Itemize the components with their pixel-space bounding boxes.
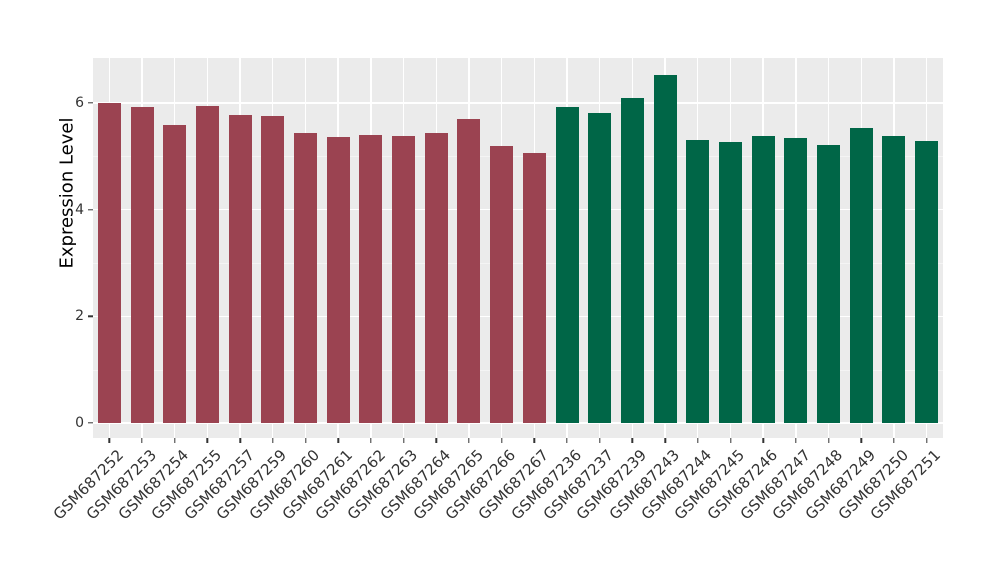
y-tick-mark: [88, 422, 93, 424]
x-tick-mark: [533, 438, 536, 443]
plot-panel: [93, 58, 943, 438]
bar-GSM687246: [751, 136, 775, 423]
gridline-minor: [93, 263, 943, 264]
bar-GSM687252: [97, 103, 121, 423]
y-axis-title: Expression Level: [56, 117, 78, 269]
gridline-minor: [93, 369, 943, 371]
y-tick-label: 4: [75, 201, 84, 218]
x-tick-mark: [697, 438, 699, 443]
bar-GSM687249: [849, 127, 873, 423]
bar-GSM687266: [490, 145, 514, 423]
x-tick-mark: [304, 438, 307, 443]
x-tick-mark: [468, 438, 470, 443]
x-tick-mark: [435, 438, 437, 443]
bar-GSM687265: [457, 119, 481, 423]
y-tick-mark: [88, 102, 93, 104]
x-tick-mark: [827, 438, 830, 443]
x-tick-mark: [239, 438, 241, 443]
bar-GSM687245: [719, 141, 742, 423]
gridline-minor: [93, 156, 943, 158]
x-tick-mark: [599, 438, 601, 443]
bar-GSM687248: [817, 145, 841, 423]
bar-GSM687253: [130, 106, 154, 423]
x-tick-mark: [860, 438, 862, 443]
x-tick-mark: [566, 438, 568, 443]
y-tick-mark: [88, 208, 93, 211]
bar-GSM687263: [392, 136, 416, 423]
bar-GSM687255: [195, 105, 219, 423]
x-tick-mark: [174, 438, 176, 443]
bar-GSM687264: [424, 133, 448, 423]
x-tick-mark: [664, 438, 666, 443]
gridline-major: [93, 208, 943, 211]
y-tick-label: 2: [75, 308, 84, 325]
bar-GSM687236: [555, 106, 579, 423]
x-tick-mark: [108, 438, 111, 443]
x-tick-mark: [337, 438, 339, 443]
x-tick-mark: [925, 438, 928, 443]
bar-GSM687262: [359, 135, 383, 423]
x-tick-mark: [893, 438, 895, 443]
bar-GSM687250: [882, 136, 906, 423]
bar-GSM687237: [588, 112, 612, 423]
bar-GSM687260: [294, 133, 317, 423]
x-tick-mark: [141, 438, 143, 443]
y-tick-label: 0: [75, 415, 84, 431]
y-tick-label: 6: [75, 95, 84, 112]
bar-GSM687267: [522, 153, 546, 423]
x-tick-mark: [402, 438, 405, 443]
gridline-major: [93, 315, 943, 318]
bar-GSM687254: [163, 124, 187, 423]
bar-GSM687244: [686, 139, 710, 423]
gridline-major: [93, 102, 943, 104]
x-tick-mark: [500, 438, 503, 443]
x-tick-mark: [370, 438, 372, 443]
x-tick-mark: [272, 438, 274, 443]
x-tick-mark: [206, 438, 209, 443]
bar-GSM687239: [620, 97, 644, 423]
x-tick-mark: [795, 438, 797, 443]
bar-GSM687261: [326, 137, 350, 423]
bar-GSM687247: [784, 137, 808, 423]
bar-GSM687251: [915, 140, 939, 423]
x-tick-mark: [631, 438, 634, 443]
gridline-major: [93, 422, 943, 424]
bar-GSM687257: [228, 114, 252, 423]
y-tick-mark: [88, 315, 93, 318]
bar-GSM687259: [261, 115, 285, 423]
x-tick-mark: [729, 438, 732, 443]
x-tick-mark: [762, 438, 764, 443]
bar-GSM687243: [653, 75, 677, 423]
